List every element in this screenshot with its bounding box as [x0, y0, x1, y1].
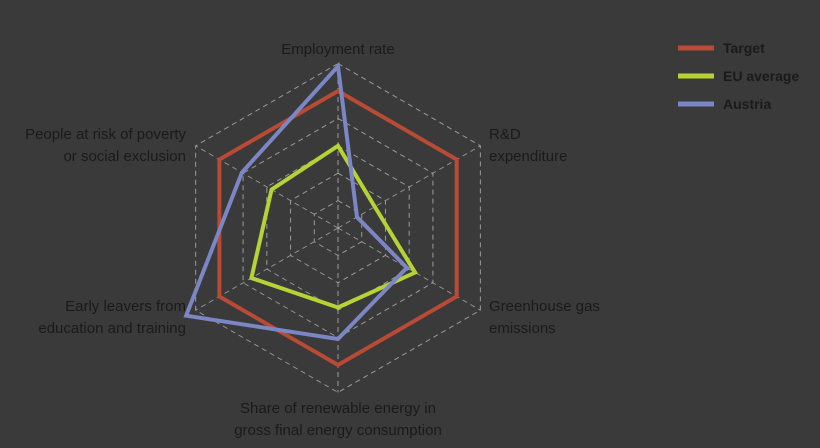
axis-label-line: Greenhouse gas [489, 298, 600, 315]
series-target-polygon [217, 88, 459, 368]
axis-label-line: Share of renewable energy in [240, 400, 436, 417]
axis-label-line: People at risk of poverty [25, 126, 186, 143]
axis-label: Early leavers from education and training [38, 298, 186, 337]
series-eu-average-polygon [249, 142, 419, 310]
legend-label: EU average [723, 68, 799, 84]
axis-label: Share of renewable energy in gross final … [234, 400, 442, 439]
radar-axis-labels: Employment rate R&D expenditure Greenhouse … [25, 41, 600, 439]
axis-label: Greenhouse gas emissions [489, 298, 600, 337]
axis-label: People at risk of poverty or social exclu… [25, 126, 186, 165]
axis-label-line: emissions [489, 320, 556, 337]
chart-legend: Target EU average Austria [678, 40, 799, 112]
axis-label-line: education and training [38, 320, 186, 337]
radar-grid [195, 63, 481, 393]
legend-label: Target [723, 40, 765, 56]
axis-label-line: Early leavers from [65, 298, 186, 315]
axis-label-line: Employment rate [281, 41, 394, 58]
series-austria-polygon [183, 61, 410, 342]
axis-label-line: R&D [489, 126, 521, 143]
axis-label: R&D expenditure [489, 126, 567, 165]
axis-label-line: gross final energy consumption [234, 422, 442, 439]
axis-label: Employment rate [281, 41, 394, 58]
legend-label: Austria [723, 96, 771, 112]
axis-label-line: or social exclusion [63, 148, 186, 165]
radar-series [183, 61, 459, 368]
axis-label-line: expenditure [489, 148, 567, 165]
